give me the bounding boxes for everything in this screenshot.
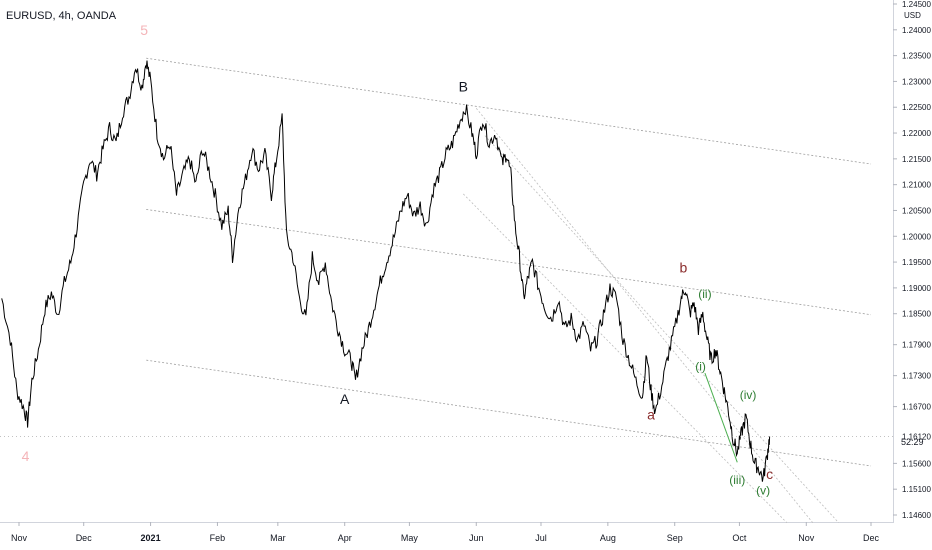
- trendline-layer: [146, 57, 872, 524]
- time-tick-label: Feb: [210, 533, 226, 543]
- time-tick-label: Dec: [76, 533, 93, 543]
- price-tick-label: 1.24000: [902, 26, 931, 35]
- price-tick-label: 1.21000: [902, 181, 931, 190]
- price-tick-label: 1.15100: [902, 485, 931, 494]
- wave-label-3[interactable]: A: [340, 391, 350, 407]
- current-price-label: 1.16120: [902, 433, 931, 442]
- time-tick-label: Apr: [338, 533, 352, 543]
- price-axis-currency: USD: [904, 11, 921, 20]
- price-tick-label: 1.20000: [902, 232, 931, 241]
- wave-label-11[interactable]: (v): [756, 483, 770, 497]
- trendline-5[interactable]: [475, 108, 814, 523]
- price-series-layer: [1, 60, 771, 482]
- wave-label-4[interactable]: b: [679, 259, 687, 275]
- price-tick-label: 1.16700: [902, 403, 931, 412]
- time-tick-label: Oct: [732, 533, 747, 543]
- price-tick-label: 1.19500: [902, 258, 931, 267]
- wave-label-layer: 5 4 B Ab a c (ii) (i) (iv) (iii) (v): [22, 22, 774, 497]
- price-tick-label: 1.23000: [902, 77, 931, 86]
- wave-label-6[interactable]: c: [766, 466, 773, 482]
- time-tick-label: Nov: [11, 533, 28, 543]
- time-tick-label: Sep: [667, 533, 683, 543]
- trendline-6[interactable]: [704, 372, 738, 463]
- price-tick-label: 1.17300: [902, 372, 931, 381]
- price-tick-label: 1.22000: [902, 129, 931, 138]
- chart-title: EURUSD, 4h, OANDA: [6, 10, 117, 22]
- bar-countdown: 52:29: [901, 437, 924, 447]
- time-tick-label: Jul: [535, 533, 547, 543]
- trendline-2[interactable]: [146, 359, 872, 467]
- wave-label-2[interactable]: B: [459, 79, 468, 95]
- time-tick-label: Mar: [270, 533, 286, 543]
- time-tick-label: Nov: [798, 533, 815, 543]
- current-price-marker: [894, 430, 932, 443]
- wave-label-9[interactable]: (iv): [740, 388, 757, 402]
- wave-label-7[interactable]: (ii): [698, 287, 711, 301]
- time-tick-label: 2021: [141, 533, 161, 543]
- trendline-1[interactable]: [146, 209, 872, 316]
- time-axis[interactable]: Nov Dec 2021 Feb Mar Apr May Jun Jul Aug Sep Oct Nov…: [11, 522, 880, 543]
- price-tick-label: 1.23500: [902, 52, 931, 61]
- time-tick-label: May: [401, 533, 419, 543]
- price-axis[interactable]: 1.24500 1.24000 1.23500 1.23000 1.22500 1.220…: [0, 0, 932, 520]
- price-line[interactable]: [1, 60, 771, 482]
- price-tick-label: 1.19000: [902, 284, 931, 293]
- price-tick-label: 1.22500: [902, 103, 931, 112]
- price-axis-border: [893, 0, 894, 523]
- price-tick-label: 1.18500: [902, 310, 931, 319]
- price-tick-label: 1.14600: [902, 511, 931, 520]
- wave-label-10[interactable]: (iii): [729, 473, 745, 487]
- wave-label-0[interactable]: 5: [140, 22, 148, 38]
- price-tick-label: 1.17900: [902, 341, 931, 350]
- price-tick-label: 1.20500: [902, 206, 931, 215]
- trendline-3[interactable]: [484, 135, 839, 524]
- time-tick-label: Aug: [600, 533, 616, 543]
- time-tick-label: Jun: [469, 533, 484, 543]
- price-tick-label: 1.24500: [902, 0, 931, 9]
- trendline-4[interactable]: [463, 193, 788, 524]
- wave-label-1[interactable]: 4: [22, 448, 30, 464]
- price-tick-label: 1.21500: [902, 155, 931, 164]
- trendline-0[interactable]: [146, 57, 872, 165]
- price-tick-label: 1.15600: [902, 459, 931, 468]
- wave-label-5[interactable]: a: [647, 407, 655, 423]
- time-tick-label: Dec: [863, 533, 880, 543]
- wave-label-8[interactable]: (i): [695, 359, 706, 373]
- time-axis-border: [0, 522, 893, 523]
